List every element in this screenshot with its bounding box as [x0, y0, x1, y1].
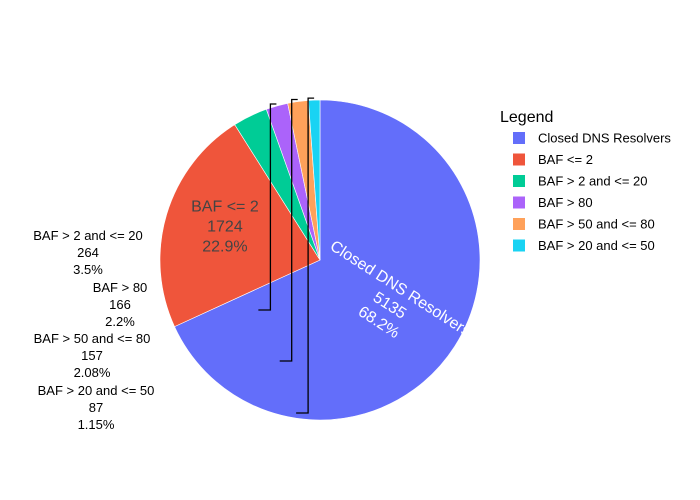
legend-item-baf-gt-2-and-lte-20[interactable]: BAF > 2 and <= 20 [513, 174, 648, 189]
legend-label: BAF > 2 and <= 20 [538, 174, 648, 189]
legend-item-baf-gt-50-and-lte-80[interactable]: BAF > 50 and <= 80 [513, 217, 655, 232]
legend-label: BAF <= 2 [538, 152, 593, 167]
legend-label: Closed DNS Resolvers [538, 131, 671, 146]
legend-label: BAF > 50 and <= 80 [538, 217, 655, 232]
slice-baf-lte-2[interactable] [159, 124, 321, 327]
legend-swatch [513, 218, 525, 230]
leader-line-baf-gt-20-and-lte-50 [296, 97, 315, 414]
outside-label-baf-gt-50-and-lte-80: BAF > 50 and <= 80 157 2.08% [34, 331, 151, 380]
outside-label-baf-gt-80: BAF > 80 166 2.2% [93, 280, 148, 329]
pie-slices [159, 99, 481, 421]
legend-swatch [513, 239, 525, 252]
legend: Legend Closed DNS Resolvers BAF <= 2 BAF >… [500, 109, 671, 253]
outside-label-baf-gt-2-and-lte-20: BAF > 2 and <= 20 264 3.5% [33, 228, 143, 277]
slice-closed-dns-resolvers[interactable] [174, 99, 481, 421]
legend-item-baf-lte-2[interactable]: BAF <= 2 [513, 152, 593, 167]
leader-line-baf-gt-80 [258, 103, 277, 311]
outside-label-baf-gt-20-and-lte-50: BAF > 20 and <= 50 87 1.15% [38, 383, 155, 432]
outside-labels: BAF > 2 and <= 20 264 3.5%BAF > 80 166 2.2%B… [33, 97, 315, 432]
legend-title: Legend [500, 109, 553, 126]
legend-item-baf-gt-20-and-lte-50[interactable]: BAF > 20 and <= 50 [513, 238, 655, 253]
leader-line-baf-gt-50-and-lte-80 [279, 98, 298, 362]
legend-label: BAF > 80 [538, 195, 593, 210]
legend-swatch [513, 175, 525, 187]
slice-label-baf-lte-2: BAF <= 2 1724 22.9% [191, 198, 259, 255]
legend-swatch [513, 196, 525, 209]
legend-label: BAF > 20 and <= 50 [538, 238, 655, 253]
legend-item-baf-gt-80[interactable]: BAF > 80 [513, 195, 593, 210]
legend-item-closed-dns-resolvers[interactable]: Closed DNS Resolvers [513, 131, 671, 146]
legend-swatch [513, 132, 525, 144]
legend-swatch [513, 153, 525, 166]
